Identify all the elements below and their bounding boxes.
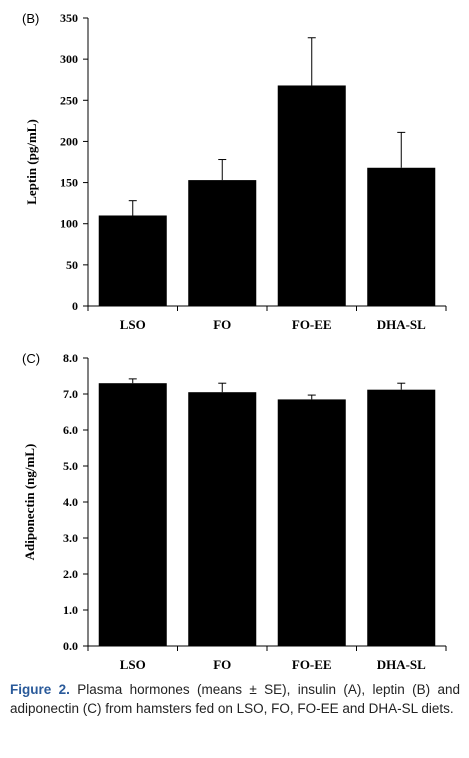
- y-tick-label: 250: [60, 93, 78, 107]
- y-tick-label: 50: [66, 258, 78, 272]
- bar-fo-ee: [277, 399, 346, 646]
- panel-label: (B): [22, 11, 39, 26]
- x-tick-label: FO: [213, 657, 231, 672]
- figure: (B) 0 50 100 150 200 250 300 350 Leptin (pg/mL) LS…: [22, 11, 447, 672]
- x-tick-label: FO-EE: [292, 317, 332, 332]
- bar-fo-ee: [277, 85, 346, 306]
- y-tick-label: 1.0: [63, 603, 78, 617]
- bar-fo: [188, 392, 257, 646]
- y-tick-label: 8.0: [63, 351, 78, 365]
- bar-lso: [98, 215, 167, 306]
- figure-caption: Figure 2. Plasma hormones (means ± SE), …: [10, 680, 460, 718]
- panel-label: (C): [22, 351, 40, 366]
- x-tick-label: LSO: [120, 657, 146, 672]
- y-tick-label: 0.0: [63, 639, 78, 653]
- caption-label: Figure 2.: [10, 682, 70, 697]
- y-tick-label: 3.0: [63, 531, 78, 545]
- y-tick-label: 6.0: [63, 423, 78, 437]
- y-tick-label: 2.0: [63, 567, 78, 581]
- x-tick-label: DHA-SL: [377, 317, 426, 332]
- y-tick-label: 100: [60, 217, 78, 231]
- bar-dha-sl: [367, 167, 436, 306]
- bar-dha-sl: [367, 389, 436, 646]
- y-axis-title: Adiponectin (ng/mL): [22, 444, 37, 561]
- y-tick-label: 150: [60, 176, 78, 190]
- caption-text: Plasma hormones (means ± SE), insulin (A…: [10, 682, 460, 716]
- y-tick-label: 4.0: [63, 495, 78, 509]
- x-tick-label: FO-EE: [292, 657, 332, 672]
- chart-panel-2: (C) 0.0 1.0 2.0 3.0 4.0 5.0 6.0 7.0 8.0 Adiponecti…: [22, 351, 447, 672]
- chart-panel-1: (B) 0 50 100 150 200 250 300 350 Leptin (pg/mL) LS…: [22, 11, 447, 332]
- x-tick-label: FO: [213, 317, 231, 332]
- bar-lso: [98, 383, 167, 646]
- x-tick-label: DHA-SL: [377, 657, 426, 672]
- bar-fo: [188, 180, 257, 306]
- x-tick-label: LSO: [120, 317, 146, 332]
- y-tick-label: 0: [72, 299, 78, 313]
- y-tick-label: 300: [60, 52, 78, 66]
- y-tick-label: 5.0: [63, 459, 78, 473]
- y-tick-label: 200: [60, 134, 78, 148]
- y-axis-title: Leptin (pg/mL): [24, 119, 39, 205]
- y-tick-label: 350: [60, 11, 78, 25]
- y-tick-label: 7.0: [63, 387, 78, 401]
